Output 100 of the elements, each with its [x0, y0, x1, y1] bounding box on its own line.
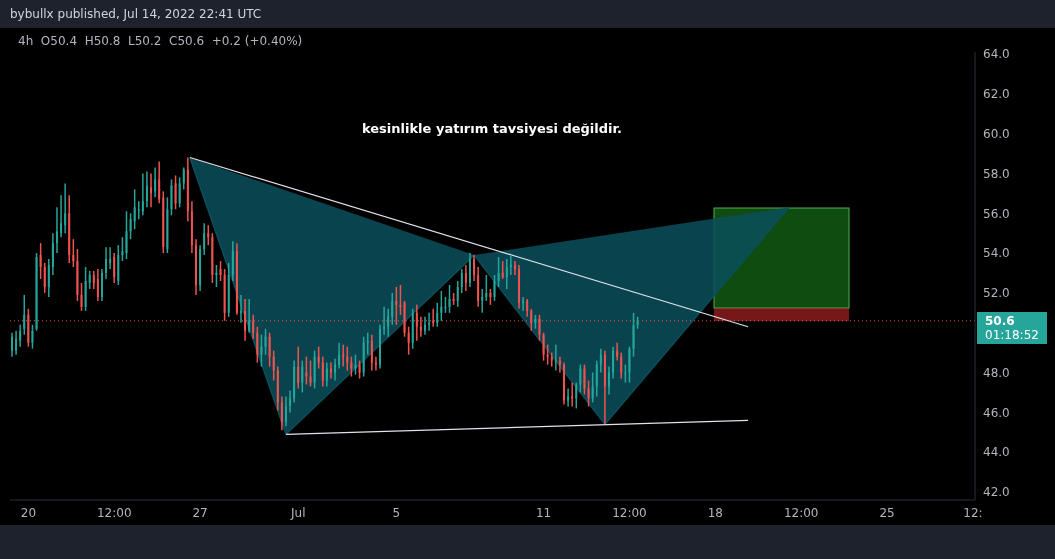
candlestick [35, 252, 38, 332]
x-tick-label: 12:00 [612, 505, 647, 520]
candlestick [334, 357, 337, 382]
chart-title: 4h O50.4 H50.8 L50.2 C50.6 +0.2 (+0.40%) [18, 34, 303, 48]
candlestick [428, 312, 431, 332]
candlestick [542, 332, 545, 362]
candlestick [423, 316, 426, 336]
candlestick [227, 262, 230, 318]
candlestick [23, 294, 26, 336]
candlestick [121, 236, 124, 262]
candlestick [505, 258, 508, 290]
y-tick-label: 48.0 [983, 365, 1010, 380]
candlestick [493, 274, 496, 302]
candlestick [436, 302, 439, 328]
candlestick [407, 326, 410, 356]
candlestick [587, 379, 590, 408]
candlestick [575, 381, 578, 410]
candlestick [182, 166, 185, 191]
candlestick [264, 328, 267, 356]
y-tick-label: 44.0 [983, 445, 1010, 460]
candlestick [612, 345, 615, 380]
candlestick [563, 361, 566, 406]
candlestick [109, 246, 112, 270]
candlestick [158, 160, 161, 205]
text: 01:18:52 [985, 327, 1040, 342]
candlestick [354, 353, 357, 376]
candlestick [280, 395, 283, 432]
candlestick [60, 194, 63, 238]
candlestick [137, 200, 140, 220]
candlestick [219, 260, 222, 282]
candlestick [399, 284, 402, 316]
candlestick [272, 349, 275, 382]
candlestick [178, 176, 181, 209]
annotation: kesinlikle yatırım tavsiyesi değildir. [362, 121, 623, 136]
candlestick [534, 314, 537, 330]
candlestick [72, 238, 75, 268]
candlestick [166, 196, 169, 254]
candlestick [444, 296, 447, 314]
y-tick-label: 42.0 [983, 485, 1010, 500]
candlestick [440, 290, 443, 322]
candlestick [522, 296, 525, 312]
candlestick [11, 332, 13, 358]
candlestick [211, 232, 214, 284]
candlestick [342, 343, 345, 368]
candlestick [145, 170, 148, 209]
candlestick [47, 258, 50, 298]
x-tick-label: 12:00 [783, 505, 819, 520]
candlestick [464, 264, 467, 292]
candlestick [170, 178, 173, 217]
candlestick [497, 256, 500, 288]
candlestick [239, 294, 242, 324]
candlestick [117, 244, 120, 286]
x-tick-label: 12: [963, 505, 983, 520]
candlestick [607, 365, 610, 396]
y-tick-label: 46.0 [983, 405, 1010, 420]
x-tick-label: 12:00 [96, 505, 132, 520]
candlestick [501, 260, 504, 280]
candlestick [31, 324, 34, 350]
candlestick [309, 359, 312, 388]
candlestick [84, 266, 87, 312]
y-tick-label: 56.0 [983, 206, 1010, 221]
candlestick [260, 333, 263, 368]
candlestick [379, 324, 382, 370]
candlestick [636, 316, 639, 330]
candlestick [571, 381, 574, 408]
candlestick [358, 359, 361, 380]
x-tick-label: 27 [192, 505, 208, 520]
candlestick [599, 347, 602, 374]
candlestick [558, 355, 561, 374]
y-tick-label: 64.0 [983, 47, 1010, 62]
candlestick [624, 363, 627, 384]
candlestick [481, 288, 484, 314]
candlestick [546, 343, 549, 366]
candlestick [248, 298, 251, 334]
candlestick [329, 361, 332, 380]
candlestick [256, 326, 259, 364]
candlestick [215, 264, 218, 288]
candlestick [105, 246, 108, 280]
candlestick [370, 333, 373, 372]
candlestick [456, 280, 459, 308]
x-tick-label: Jul [290, 505, 306, 520]
candlestick [268, 332, 271, 368]
candlestick [362, 335, 365, 378]
candlestick [452, 292, 455, 306]
candlestick [55, 206, 58, 254]
candlestick [113, 252, 116, 284]
candlestick [125, 210, 128, 260]
candlestick [628, 345, 631, 384]
candlestick [203, 222, 206, 256]
candlestick [579, 363, 582, 394]
candlestick [133, 188, 136, 230]
candlestick [513, 260, 516, 276]
candlestick [366, 332, 369, 356]
candlestick [468, 252, 471, 288]
candlestick [489, 288, 492, 306]
candlestick [530, 308, 533, 332]
candlestick [162, 190, 165, 254]
candlestick [141, 172, 144, 217]
y-tick-label: 58.0 [983, 166, 1010, 181]
candlestick [313, 349, 316, 390]
